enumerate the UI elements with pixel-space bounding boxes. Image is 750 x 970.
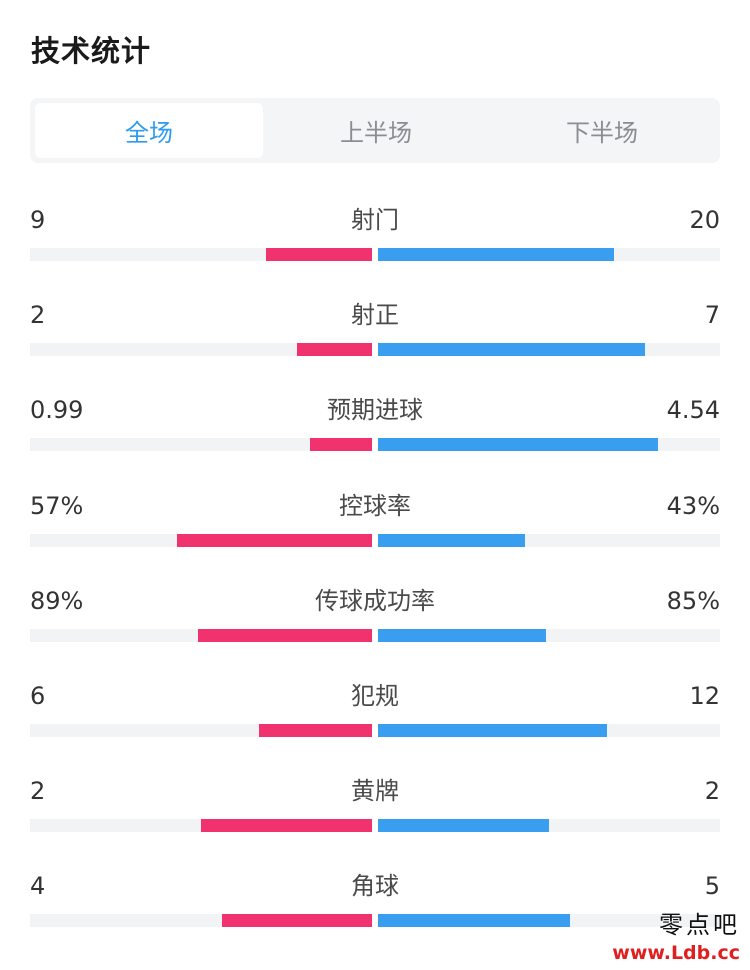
away-bar-track: [378, 628, 720, 642]
away-bar: [378, 248, 614, 261]
stat-row-shots-on-target: 2 射正 7: [30, 285, 720, 380]
away-value: 7: [704, 301, 720, 330]
home-bar: [221, 914, 372, 928]
away-bar-track: [378, 723, 720, 737]
away-bar-track: [378, 343, 720, 357]
stat-row-shots: 9 射门 20: [30, 190, 720, 285]
stat-row-expected-goals: 0.99 预期进球 4.54: [30, 380, 720, 475]
stat-row-yellow-cards: 2 黄牌 2: [30, 761, 720, 856]
away-bar-track: [378, 819, 720, 833]
away-bar: [378, 914, 570, 928]
away-bar: [378, 628, 546, 642]
stat-label: 犯规: [351, 681, 399, 710]
away-bar-track: [378, 438, 720, 452]
stat-label: 控球率: [339, 491, 411, 520]
home-bar: [310, 438, 372, 452]
home-bar-track: [30, 723, 372, 737]
home-value: 89%: [30, 586, 84, 615]
stat-label: 射正: [351, 301, 399, 330]
home-value: 2: [30, 777, 46, 806]
stat-label: 预期进球: [327, 396, 423, 425]
away-bar: [378, 533, 526, 547]
home-value: 57%: [30, 491, 84, 520]
tab-full-match[interactable]: 全场: [35, 103, 263, 158]
away-value: 85%: [666, 586, 720, 615]
home-bar-track: [30, 343, 372, 357]
away-value: 2: [704, 777, 720, 806]
home-value: 6: [30, 681, 46, 710]
stat-row-fouls: 6 犯规 12: [30, 666, 720, 761]
stat-row-corners: 4 角球 5: [30, 856, 720, 951]
stat-label: 射门: [351, 206, 399, 234]
stat-row-pass-accuracy: 89% 传球成功率 85%: [30, 571, 720, 666]
away-value: 5: [704, 872, 720, 901]
home-bar: [197, 628, 372, 642]
home-bar: [177, 533, 372, 547]
home-bar-track: [30, 628, 372, 642]
home-bar-track: [30, 914, 372, 928]
home-bar: [259, 723, 372, 737]
away-bar: [378, 438, 659, 452]
watermark-url: www.Ldb.cc: [612, 942, 740, 964]
home-bar-track: [30, 248, 372, 261]
tab-first-half[interactable]: 上半场: [340, 119, 412, 147]
home-value: 4: [30, 872, 46, 901]
home-value: 0.99: [30, 396, 84, 425]
stat-label: 黄牌: [351, 777, 399, 806]
home-bar: [265, 248, 372, 261]
home-bar: [201, 819, 372, 833]
watermark: 零点吧 www.Ldb.cc: [612, 905, 740, 964]
away-value: 20: [689, 206, 720, 234]
stat-label: 传球成功率: [315, 586, 435, 615]
home-bar-track: [30, 533, 372, 547]
stats-list: 9 射门 20 2 射正 7 0.99 预期进球 4.54 57% 控球率 43…: [30, 190, 720, 952]
away-bar: [378, 819, 549, 833]
tab-second-half[interactable]: 下半场: [566, 119, 638, 147]
away-bar-track: [378, 248, 720, 261]
away-value: 12: [689, 681, 720, 710]
home-bar-track: [30, 819, 372, 833]
away-bar-track: [378, 914, 720, 928]
watermark-site-name: 零点吧: [659, 911, 740, 939]
page-title: 技术统计: [31, 34, 152, 68]
home-bar-track: [30, 438, 372, 452]
away-value: 4.54: [666, 396, 720, 425]
stat-label: 角球: [351, 872, 399, 901]
away-bar: [378, 723, 608, 737]
stat-row-possession: 57% 控球率 43%: [30, 476, 720, 571]
home-value: 9: [30, 206, 46, 234]
period-tabs: 全场 上半场 下半场: [30, 98, 720, 163]
away-value: 43%: [666, 491, 720, 520]
away-bar-track: [378, 533, 720, 547]
home-bar: [296, 343, 372, 357]
away-bar: [378, 343, 645, 357]
home-value: 2: [30, 301, 46, 330]
